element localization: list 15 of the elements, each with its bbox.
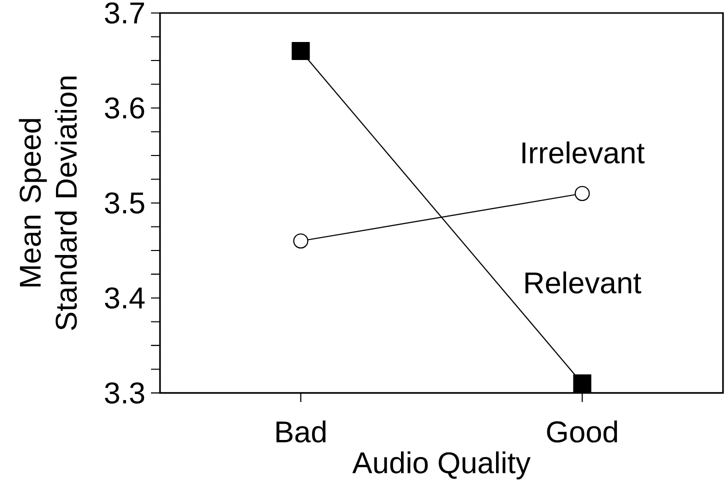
point xyxy=(292,42,310,60)
y-axis-title: Mean Speed Standard Deviation xyxy=(18,76,77,330)
point xyxy=(574,186,590,202)
y-tick-label: 3.7 xyxy=(104,2,144,24)
point xyxy=(573,374,592,393)
series-label: Relevant xyxy=(526,271,642,294)
x-tick-label: Good xyxy=(547,420,618,443)
y-tick-label: 3.3 xyxy=(104,382,144,404)
y-tick-label: 3.4 xyxy=(104,287,145,309)
y-tick-label: 3.5 xyxy=(104,192,144,214)
x-tick-label: Bad xyxy=(276,420,326,443)
series-label: Irrelevant xyxy=(522,141,645,164)
x-axis-title: Audio Quality xyxy=(352,451,531,480)
y-tick-label: 3.6 xyxy=(104,97,144,119)
point xyxy=(293,233,308,249)
